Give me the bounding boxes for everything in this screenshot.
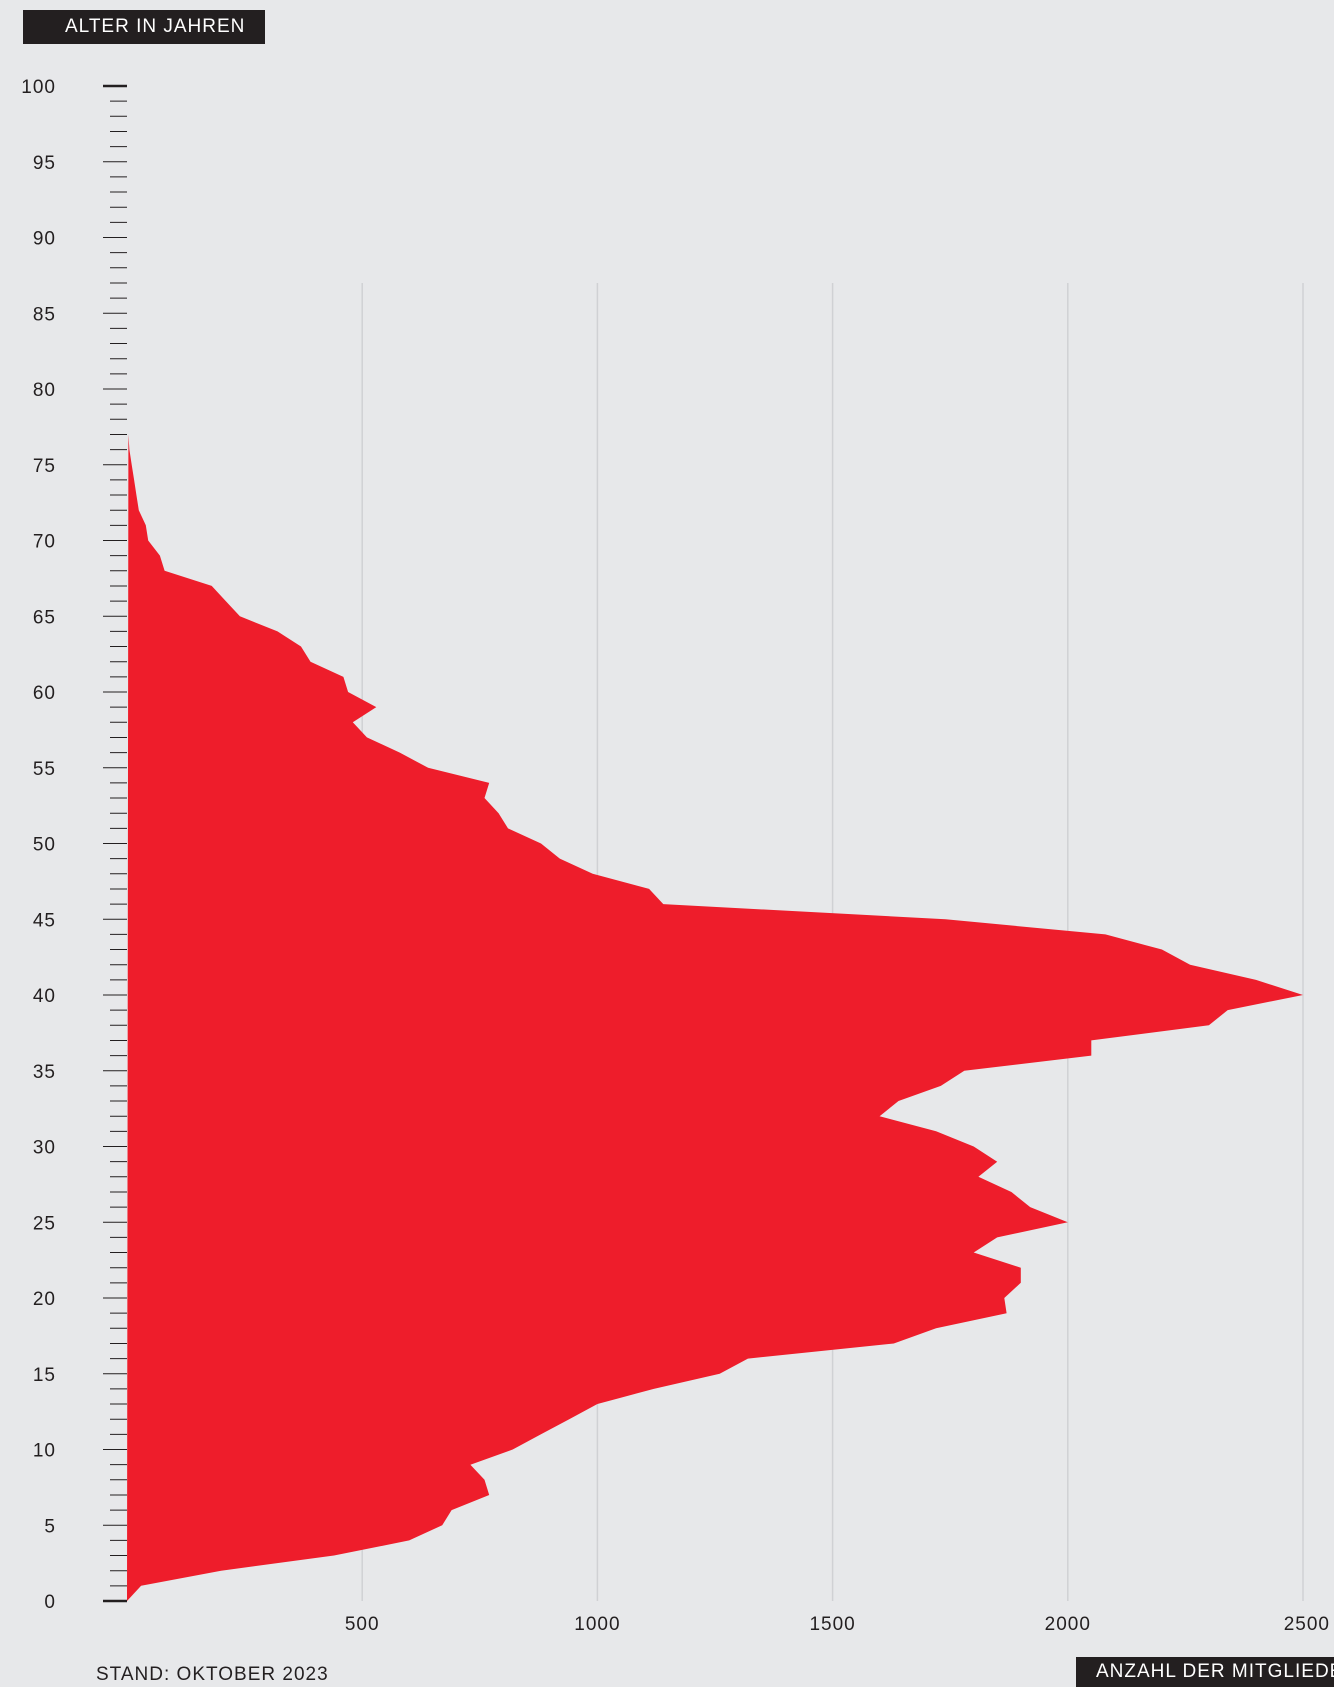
y-tick-label-25: 25 [33,1213,56,1234]
y-tick-label-100: 100 [21,77,56,98]
y-tick-label-10: 10 [33,1441,56,1462]
y-tick-label-15: 15 [33,1365,56,1386]
x-tick-label-2500: 2500 [1284,1614,1330,1635]
y-tick-label-95: 95 [33,153,56,174]
x-axis: 500 1000 1500 2000 2500 [345,1614,1330,1635]
y-axis: 0 5 10 15 20 25 30 35 40 45 50 55 60 65 70 75 80 85 90 95 10… [21,77,127,1613]
y-tick-label-35: 35 [33,1062,56,1083]
y-tick-label-90: 90 [33,229,56,250]
area-series [127,435,1303,1602]
y-tick-label-70: 70 [33,532,56,553]
x-tick-label-1000: 1000 [574,1614,620,1635]
x-tick-label-1500: 1500 [809,1614,855,1635]
x-axis-title: ANZAHL DER MITGLIEDER [1076,1657,1334,1687]
y-tick-label-45: 45 [33,910,56,931]
y-tick-label-55: 55 [33,759,56,780]
y-tick-label-75: 75 [33,456,56,477]
data-date-note: STAND: OKTOBER 2023 [96,1664,329,1686]
y-tick-label-85: 85 [33,304,56,325]
x-tick-label-500: 500 [345,1614,380,1635]
y-tick-label-80: 80 [33,380,56,401]
y-axis-title: ALTER IN JAHREN [23,10,265,44]
y-tick-label-0: 0 [44,1592,56,1613]
y-tick-label-30: 30 [33,1138,56,1159]
x-tick-label-2000: 2000 [1045,1614,1091,1635]
y-tick-label-50: 50 [33,835,56,856]
y-tick-label-40: 40 [33,986,56,1007]
area-fill [127,435,1303,1602]
y-tick-label-60: 60 [33,683,56,704]
y-tick-label-5: 5 [44,1516,56,1537]
y-tick-label-20: 20 [33,1289,56,1310]
y-tick-label-65: 65 [33,607,56,628]
